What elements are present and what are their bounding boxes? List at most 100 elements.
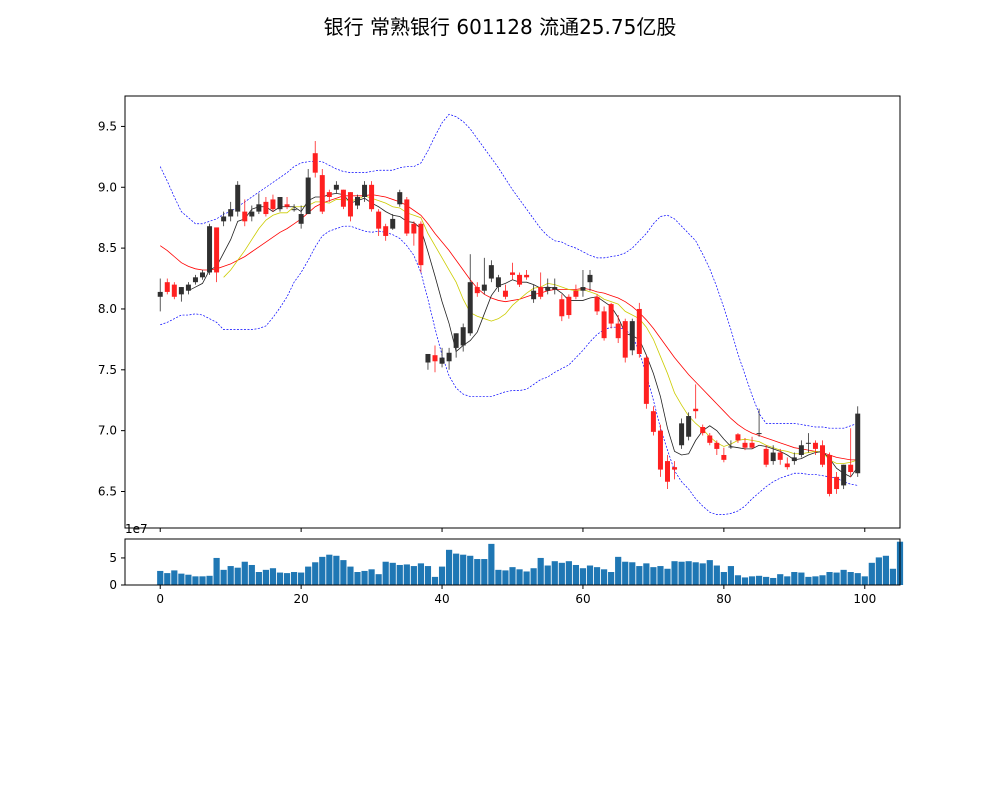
candle-body xyxy=(594,296,600,312)
volume-bar xyxy=(755,575,763,585)
volume-bar xyxy=(579,568,587,585)
candle-body xyxy=(319,175,325,212)
candle-body xyxy=(277,197,283,210)
volume-bar xyxy=(474,559,481,585)
candle-body xyxy=(580,287,586,291)
volume-bar xyxy=(403,564,410,585)
volume-bar xyxy=(657,566,664,585)
volume-bar xyxy=(269,568,277,585)
volume-bar xyxy=(833,572,840,585)
volume-bar xyxy=(220,569,227,585)
candle-body xyxy=(777,452,783,460)
candle-body xyxy=(164,282,170,292)
volume-bar xyxy=(424,566,432,585)
candle-body xyxy=(439,357,445,364)
candle-body xyxy=(686,416,692,437)
candle-body xyxy=(798,445,804,455)
volume-bar xyxy=(713,565,720,585)
candle-body xyxy=(657,430,663,470)
volume-bar xyxy=(622,561,629,585)
volume-bar xyxy=(347,566,354,585)
candle-body xyxy=(291,209,297,211)
candle-body xyxy=(587,274,593,283)
volume-bar xyxy=(854,573,861,585)
candle-body xyxy=(770,452,776,462)
candle-body xyxy=(714,442,720,449)
candle-body xyxy=(510,272,515,275)
volume-bar xyxy=(608,572,615,585)
price-tick-label: 9.0 xyxy=(98,180,117,194)
volume-bar xyxy=(847,572,854,585)
volume-bar xyxy=(164,573,171,585)
volume-bar xyxy=(290,572,298,585)
volume-bar xyxy=(192,576,199,585)
volume-bar xyxy=(861,576,868,585)
volume-bar xyxy=(467,555,474,585)
price-tick-label: 8.5 xyxy=(98,241,117,255)
candle-body xyxy=(552,287,558,290)
volume-bar xyxy=(537,557,544,585)
volume-bar xyxy=(460,554,467,585)
volume-bar xyxy=(748,576,756,585)
candle-body xyxy=(228,209,234,217)
candle-body xyxy=(650,411,656,432)
candle-body xyxy=(728,446,734,448)
volume-bar xyxy=(417,563,425,585)
volume-tick-label: 0 xyxy=(109,578,117,592)
bollinger-upper-line xyxy=(159,113,858,429)
candle-body xyxy=(573,290,579,297)
price-axes-frame xyxy=(124,95,901,529)
volume-bar xyxy=(298,572,305,585)
candle-body xyxy=(256,204,262,212)
candle-body xyxy=(643,357,649,404)
volume-bar xyxy=(600,569,608,585)
volume-bar xyxy=(868,562,875,585)
candle-body xyxy=(855,413,861,474)
volume-bar xyxy=(340,560,347,585)
volume-bar xyxy=(333,555,340,585)
candle-body xyxy=(608,304,614,324)
volume-bar xyxy=(523,571,530,585)
volume-axes-frame xyxy=(124,538,901,586)
volume-bar xyxy=(812,576,819,585)
volume-bar xyxy=(396,564,403,585)
ma10-line xyxy=(223,195,858,464)
candle-body xyxy=(742,442,748,448)
x-tick-label: 60 xyxy=(575,592,590,606)
candle-body xyxy=(827,454,833,494)
candle-body xyxy=(178,287,184,295)
volume-bar xyxy=(763,576,770,585)
candle-body xyxy=(848,464,854,473)
volume-bar xyxy=(516,569,523,585)
candle-body xyxy=(735,434,741,441)
volume-bar xyxy=(551,561,558,585)
volume-bar xyxy=(312,562,319,585)
candle-body xyxy=(791,457,797,462)
volume-bar xyxy=(882,555,890,585)
candle-body xyxy=(721,454,727,460)
volume-bar xyxy=(502,570,509,585)
volume-bar xyxy=(431,576,439,585)
candle-body xyxy=(185,284,191,291)
candle-body xyxy=(235,184,241,212)
volume-bar xyxy=(770,577,777,585)
candle-body xyxy=(672,467,678,470)
candle-body xyxy=(355,197,360,206)
candle-body xyxy=(326,192,332,198)
candle-body xyxy=(629,321,635,351)
volume-bar xyxy=(636,566,643,585)
candle-body xyxy=(763,448,769,465)
candle-body xyxy=(467,282,473,334)
candle-body xyxy=(622,321,628,358)
candle-body xyxy=(312,153,318,173)
x-tick-label: 20 xyxy=(293,592,308,606)
candle-body xyxy=(615,323,621,339)
volume-bar xyxy=(481,559,488,585)
price-tick-label: 6.5 xyxy=(98,484,117,498)
volume-bar xyxy=(586,565,594,585)
candle-body xyxy=(200,272,205,278)
volume-bar xyxy=(685,561,692,585)
volume-bar xyxy=(241,561,248,585)
candle-body xyxy=(749,442,755,448)
candle-body xyxy=(805,442,811,444)
